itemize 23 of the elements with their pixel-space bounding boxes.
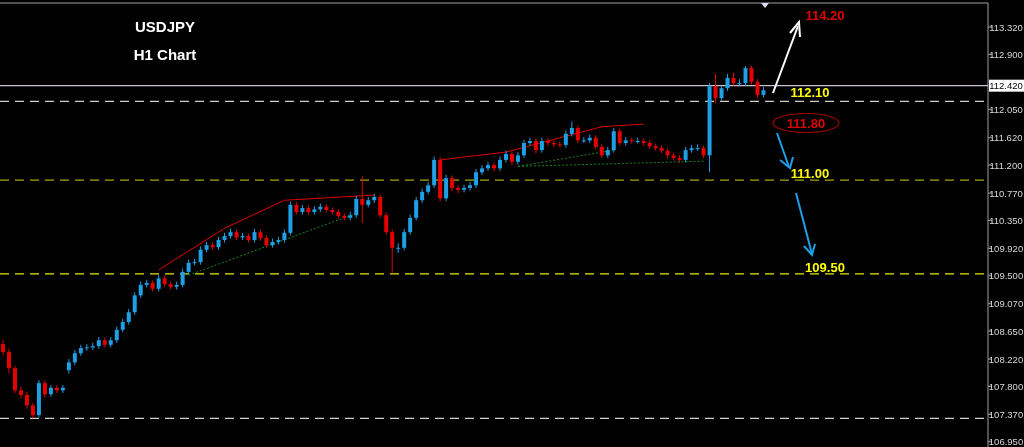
y-tick-label: 109.070 (988, 298, 1024, 310)
text: USDJPY (134, 18, 196, 35)
annotation: 109.50 (805, 260, 845, 275)
y-tick-label: 111.200 (989, 159, 1023, 171)
annotation: 114.20 (805, 8, 845, 23)
ref-line-label: 112.420 (989, 80, 1023, 92)
annotation: 112.10 (790, 85, 830, 100)
y-tick-label: 108.220 (988, 353, 1024, 365)
y-tick-label: 107.370 (988, 408, 1024, 420)
y-tick-label: 110.350 (989, 214, 1023, 226)
text: H1 Chart (133, 46, 197, 63)
y-tick-label: 109.500 (988, 270, 1024, 282)
y-tick-label: 110.770 (989, 187, 1023, 199)
y-tick-label: 112.900 (989, 48, 1023, 60)
annotation: 111.00 (790, 166, 830, 181)
y-tick-label: 108.650 (988, 325, 1024, 337)
annotation: 111.80 (786, 116, 826, 131)
y-tick-label: 111.620 (989, 132, 1023, 144)
y-tick-label: 107.800 (988, 380, 1024, 392)
y-tick-label: 109.920 (988, 242, 1024, 254)
y-tick-label: 113.320 (989, 21, 1023, 33)
y-tick-label: 112.050 (989, 104, 1023, 116)
y-tick-label: 106.950 (988, 436, 1024, 447)
